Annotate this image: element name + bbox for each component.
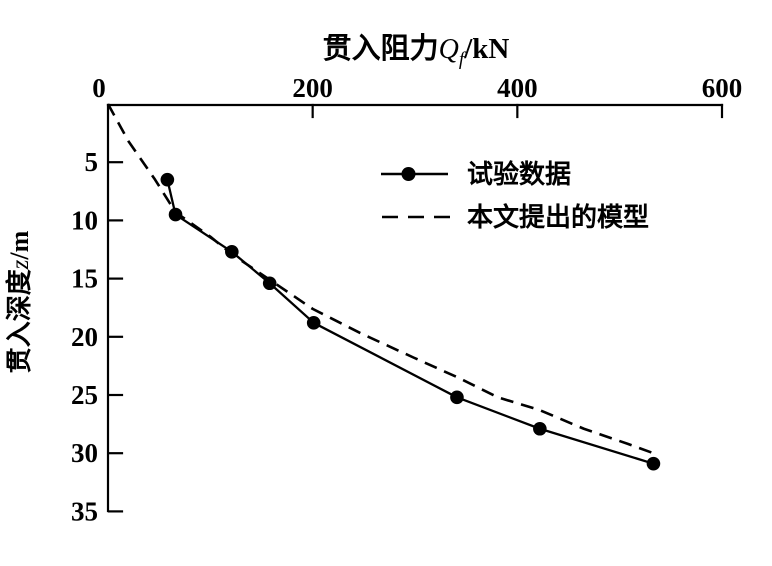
data-point-marker	[646, 456, 661, 471]
series-experimental-line	[166, 179, 654, 465]
x-axis-title-subscript: f	[459, 49, 467, 70]
y-tick-label: 35	[71, 496, 98, 526]
x-tick-label: 600	[702, 73, 743, 103]
legend-label-model: 本文提出的模型	[467, 202, 649, 232]
data-point-marker	[533, 421, 547, 436]
series-model-line	[106, 103, 654, 455]
x-axis-title: 贯入阻力Qf/kN	[323, 32, 510, 70]
y-tick-label: 30	[71, 438, 98, 468]
x-tick-label: 0	[92, 73, 106, 103]
legend-item-model: 本文提出的模型	[382, 202, 649, 232]
x-tick-label: 200	[292, 73, 333, 103]
data-point-marker	[262, 276, 277, 291]
axis-ticks: 0 200 400 600 5 10 15 20 25 30 35	[71, 73, 742, 526]
x-axis-title-prefix: 贯入阻力	[323, 32, 439, 65]
y-axis-title: 贯入深度z/m	[4, 230, 34, 373]
x-axis-title-variable: Q	[439, 34, 459, 65]
legend-label-experimental: 试验数据	[467, 159, 571, 189]
data-point-marker	[450, 390, 464, 405]
y-axis-title-variable: z	[7, 259, 34, 270]
y-tick-label: 25	[71, 380, 98, 410]
data-point-marker	[306, 316, 321, 330]
x-tick-label: 400	[497, 73, 538, 103]
data-point-marker	[225, 245, 239, 259]
plot-series	[106, 103, 661, 471]
y-axis-title-prefix: 贯入深度	[4, 269, 34, 373]
y-tick-label: 15	[71, 264, 98, 294]
y-tick-label: 10	[71, 205, 98, 235]
x-axis-title-unit: /kN	[463, 33, 509, 65]
data-point-marker	[160, 172, 175, 187]
legend-circle-marker	[401, 167, 416, 181]
y-tick-label: 20	[71, 322, 98, 352]
legend: 试验数据 本文提出的模型	[381, 159, 649, 232]
y-tick-label: 5	[85, 147, 99, 177]
y-axis-title-unit: /m	[5, 230, 34, 260]
legend-item-experimental: 试验数据	[381, 159, 571, 189]
data-point-marker	[168, 207, 183, 222]
